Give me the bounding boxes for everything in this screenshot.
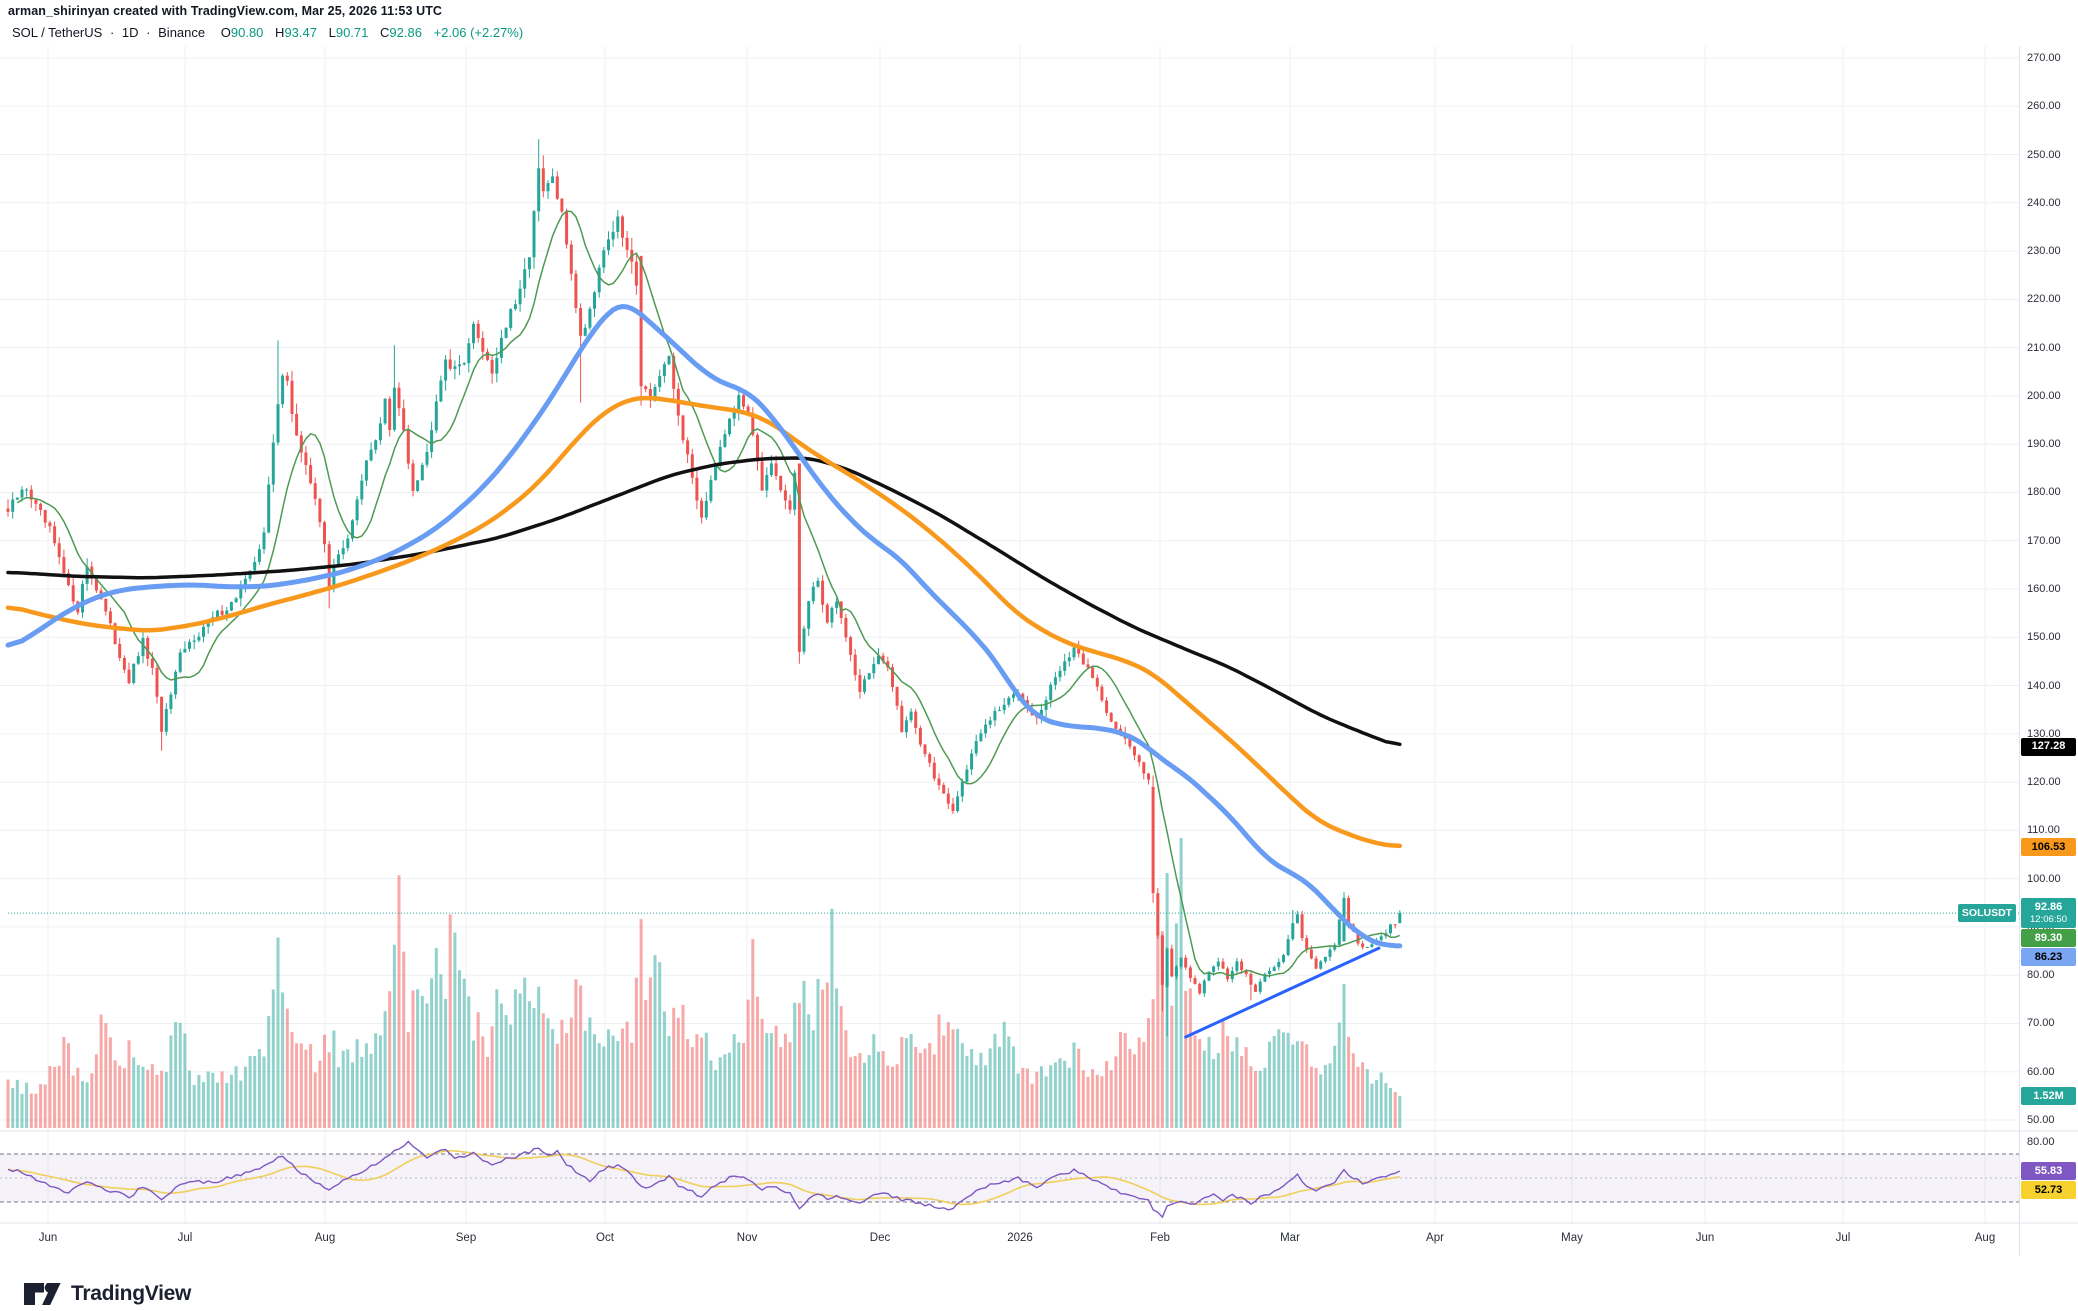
price-tick-label: 110.00 — [2027, 824, 2060, 837]
month-label: Jul — [177, 1232, 193, 1244]
price-tick-label: 190.00 — [2027, 438, 2061, 451]
price-tick-label: 220.00 — [2027, 293, 2061, 306]
rsi-ma-badge: 52.73 — [2021, 1181, 2076, 1199]
month-label: Sep — [455, 1232, 477, 1244]
current-price-badge: 92.86 12:06:50 — [2021, 898, 2076, 929]
legend-symbol[interactable]: SOL / TetherUS — [12, 25, 103, 40]
price-tick-label: 120.00 — [2027, 776, 2061, 789]
month-label: 2026 — [1007, 1232, 1033, 1244]
month-label: Jun — [38, 1232, 58, 1244]
legend-high: H93.47 — [275, 25, 317, 40]
legend-separator-2: · — [146, 25, 151, 40]
price-tick-label: 70.00 — [2027, 1017, 2055, 1030]
undefined: 1.52M — [2021, 1087, 2076, 1105]
month-label: Aug — [314, 1232, 336, 1244]
price-tick-label: 180.00 — [2027, 486, 2061, 499]
price-tick-label: 150.00 — [2027, 631, 2061, 644]
legend-open: O90.80 — [220, 25, 264, 40]
price-tick-label: 240.00 — [2027, 196, 2061, 209]
price-tick-label: 60.00 — [2027, 1065, 2055, 1078]
price-tick-label: 160.00 — [2027, 583, 2061, 595]
rsi-tick-label: 80.00 — [2027, 1136, 2055, 1148]
price-tick-label: 130.00 — [2027, 727, 2061, 740]
credit-line: arman_shirinyan created with TradingView… — [8, 4, 443, 18]
tradingview-logo-text: TradingView — [71, 1282, 192, 1305]
ma50-badge: 86.23 — [2021, 948, 2076, 967]
price-tick-label: 140.00 — [2027, 679, 2061, 692]
legend-close: C92.86 — [380, 25, 422, 40]
legend-low: L90.71 — [328, 25, 369, 40]
price-tick-label: 210.00 — [2027, 341, 2061, 354]
legend-interval[interactable]: 1D — [121, 25, 139, 40]
price-tick-label: 260.00 — [2027, 100, 2061, 113]
month-label: Aug — [1974, 1232, 1996, 1244]
month-label: Jun — [1695, 1232, 1715, 1244]
legend-exchange: Binance — [158, 25, 206, 40]
price-tick-label: 50.00 — [2027, 1114, 2055, 1126]
price-tick-label: 200.00 — [2027, 389, 2061, 402]
tradingview-logo-icon — [24, 1283, 61, 1305]
month-label: Oct — [596, 1232, 614, 1244]
price-tick-label: 270.00 — [2027, 52, 2061, 64]
month-label: May — [1561, 1232, 1583, 1244]
legend-separator-1: · — [109, 25, 115, 40]
price-tick-label: 250.00 — [2027, 148, 2061, 161]
month-label: Nov — [736, 1232, 758, 1244]
ma100-badge: 106.53 — [2021, 838, 2076, 857]
rsi-badge: 55.83 — [2021, 1162, 2076, 1180]
symbol-price-label: SOLUSDT — [1958, 904, 2016, 923]
ma200-badge: 127.28 — [2021, 737, 2076, 756]
month-label: Mar — [1280, 1232, 1300, 1244]
price-tick-label: 230.00 — [2027, 245, 2061, 258]
month-label: Dec — [869, 1232, 891, 1244]
price-tick-label: 170.00 — [2027, 534, 2061, 547]
chart-legend[interactable]: SOL / TetherUS · 1D · Binance O90.80 H93… — [12, 25, 523, 40]
price-tick-label: 80.00 — [2027, 969, 2055, 982]
ma-fast-badge: 89.30 — [2021, 929, 2076, 948]
month-label: Apr — [1426, 1232, 1444, 1244]
tradingview-logo[interactable]: TradingView — [22, 1280, 191, 1308]
month-label: Feb — [1150, 1232, 1170, 1244]
price-tick-label: 100.00 — [2027, 872, 2061, 885]
legend-change: +2.06 (+2.27%) — [433, 25, 524, 40]
month-label: Jul — [1835, 1232, 1851, 1244]
